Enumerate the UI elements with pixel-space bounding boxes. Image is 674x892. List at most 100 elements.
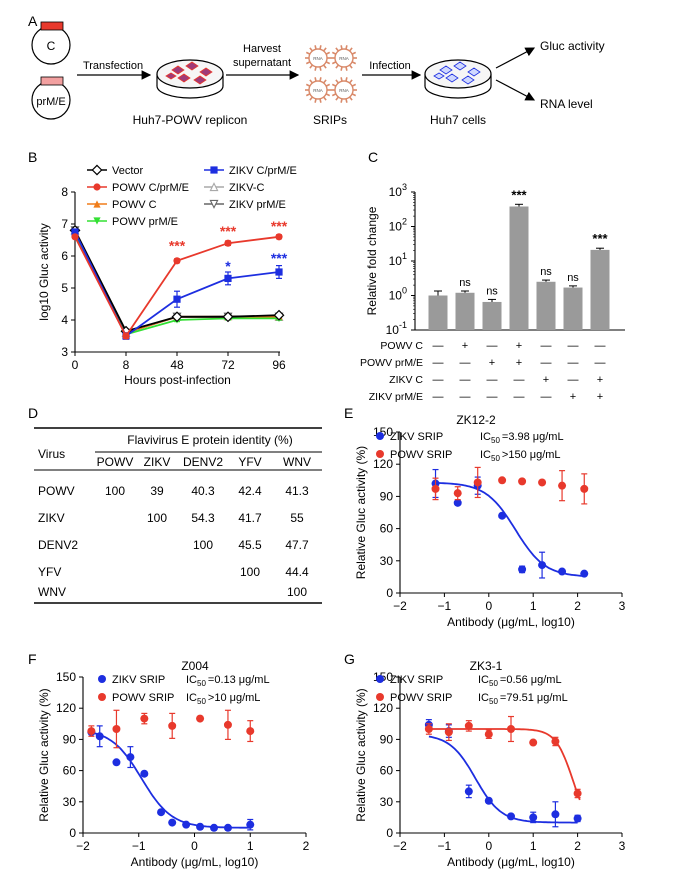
d-row-label: ZIKV	[38, 511, 65, 525]
b-x-axis-label: Hours post-infection	[124, 373, 231, 387]
plasmid-prme-label: prM/E	[36, 96, 65, 108]
f-ic50-label: IC50 >10 μg/mL	[186, 692, 260, 706]
c-bar	[536, 281, 556, 330]
g-point	[573, 814, 582, 823]
e-x-tick-label: 2	[574, 599, 581, 613]
e-ic50-value: >150 μg/mL	[502, 449, 561, 461]
c-factor-mark: —	[487, 340, 498, 352]
e-point	[558, 567, 567, 576]
e-y-tick-label: 60	[380, 522, 394, 536]
srip-shell	[308, 80, 328, 100]
c-tick-exp: 3	[402, 182, 407, 192]
e-point	[538, 561, 547, 570]
c-tick-exp: 0	[402, 286, 407, 296]
e-point	[580, 569, 589, 578]
b-x-tick-label: 48	[170, 358, 184, 372]
e-legend-label: POWV SRIP	[390, 449, 452, 461]
c-bar	[590, 249, 610, 330]
b-point	[224, 239, 232, 247]
c-significance-label: ***	[511, 187, 527, 202]
f-point	[95, 732, 104, 741]
e-ic50-value: =3.98 μg/mL	[502, 431, 564, 443]
d-cell: 100	[240, 565, 260, 579]
b-significance-label: ***	[271, 218, 288, 234]
c-factor-mark: —	[433, 357, 444, 369]
c-y-tick-label: 101	[389, 251, 407, 268]
b-legend-label: POWV C	[112, 199, 157, 211]
g-x-tick-label: 1	[530, 839, 537, 853]
d-cell: 40.3	[191, 484, 215, 498]
g-y-tick-label: 90	[380, 732, 394, 746]
b-legend-marker	[209, 182, 219, 192]
e-x-tick-label: 1	[530, 599, 537, 613]
d-row-label: DENV2	[38, 538, 78, 552]
b-point	[173, 295, 181, 303]
e-y-tick-label: 120	[373, 457, 393, 471]
f-x-tick-label: 2	[303, 839, 310, 853]
e-legend-entry: ZIKV SRIP IC50 =3.98 μg/mL	[376, 431, 564, 445]
f-point	[223, 823, 232, 832]
b-significance-label: ***	[271, 250, 288, 266]
c-bar	[482, 301, 502, 330]
d-row-label: WNV	[38, 585, 66, 599]
f-y-tick-label: 150	[56, 670, 76, 684]
label-cells: Huh7 cells	[430, 113, 486, 127]
srip-particle-icon: RNA	[305, 45, 331, 71]
f-legend-label: ZIKV SRIP	[112, 674, 165, 686]
b-y-tick-label: 3	[61, 345, 68, 359]
e-point	[580, 484, 589, 493]
c-factor-mark: —	[487, 374, 498, 386]
e-legend-marker	[376, 450, 384, 458]
b-y-axis-label: log10 Gluc activity	[37, 223, 51, 320]
f-point	[182, 820, 191, 829]
g-series	[424, 715, 582, 801]
g-x-tick-label: −2	[393, 839, 407, 853]
e-chart-title: ZK12-2	[456, 413, 496, 427]
g-ic50-sub: 50	[489, 697, 498, 706]
b-legend-label: ZIKV-C	[229, 182, 265, 194]
b-x-tick-label: 8	[123, 358, 130, 372]
srip-shell	[334, 48, 354, 68]
e-legend-label: ZIKV SRIP	[390, 431, 443, 443]
g-point	[484, 796, 493, 805]
b-point	[173, 257, 181, 265]
f-y-tick-label: 90	[63, 732, 77, 746]
g-y-tick-label: 60	[380, 764, 394, 778]
g-legend-entry: ZIKV SRIP IC50 =0.56 μg/mL	[376, 674, 562, 688]
c-tick-base: 10	[389, 254, 403, 268]
b-legend-entry: POWV prM/E	[87, 216, 178, 228]
b-significance-label: ***	[220, 223, 237, 239]
f-point	[126, 753, 135, 762]
e-ic50-prefix: IC	[480, 431, 491, 443]
c-factor-mark: —	[568, 374, 579, 386]
b-y-tick-label: 5	[61, 281, 68, 295]
c-factor-mark: —	[514, 374, 525, 386]
f-y-axis-label: Relative Gluc activity (%)	[37, 688, 51, 821]
g-point	[464, 721, 473, 730]
b-legend-entry: ZIKV-C	[204, 182, 265, 194]
f-y-tick-label: 30	[63, 795, 77, 809]
g-series	[424, 719, 582, 828]
arrow-rna	[495, 79, 536, 101]
c-bar	[563, 287, 583, 330]
e-point	[518, 477, 527, 486]
e-point	[538, 478, 547, 487]
c-tick-exp: 2	[402, 217, 407, 227]
f-point	[140, 769, 149, 778]
g-legend-label: POWV SRIP	[390, 692, 452, 704]
f-x-tick-label: 1	[247, 839, 254, 853]
f-point	[196, 822, 205, 831]
e-y-axis-label: Relative Gluc activity (%)	[354, 446, 368, 579]
f-legend-entry: POWV SRIP IC50 >10 μg/mL	[98, 692, 260, 706]
b-legend-label: Vector	[112, 165, 144, 177]
f-x-tick-label: 0	[191, 839, 198, 853]
d-cell: 47.7	[285, 538, 309, 552]
d-column-header: ZIKV	[144, 455, 171, 469]
c-bar	[509, 206, 529, 330]
f-ic50-value: =0.13 μg/mL	[208, 674, 270, 686]
b-legend-label: ZIKV C/prM/E	[229, 165, 297, 177]
c-factor-mark: —	[433, 391, 444, 403]
c-factor-mark: +	[597, 391, 603, 403]
